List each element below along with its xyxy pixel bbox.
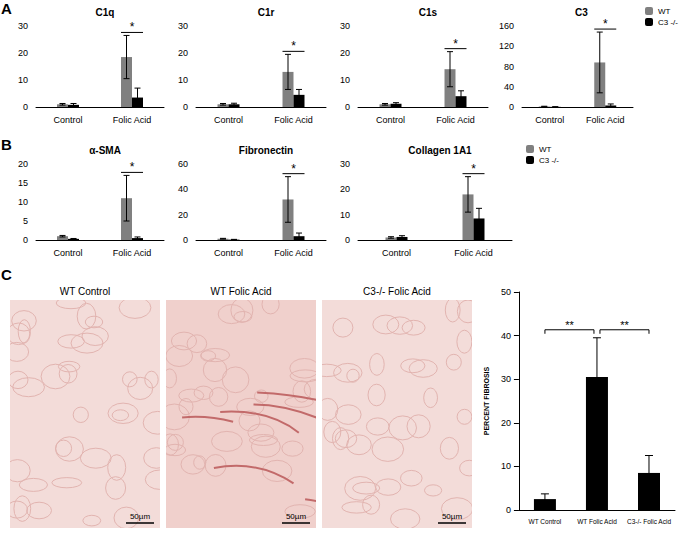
html-text:B: B	[1, 136, 12, 153]
svg-text:PERCENT FIBROSIS: PERCENT FIBROSIS	[483, 366, 490, 435]
svg-text:10: 10	[18, 75, 28, 85]
svg-text:Folic Acid: Folic Acid	[274, 248, 313, 258]
svg-text:*: *	[291, 162, 296, 176]
svg-text:*: *	[130, 20, 135, 34]
svg-text:*: *	[130, 160, 135, 174]
svg-text:40: 40	[501, 331, 511, 341]
svg-text:5: 5	[23, 216, 28, 226]
svg-text:50: 50	[501, 287, 511, 297]
svg-text:Folic Acid: Folic Acid	[113, 248, 152, 258]
svg-text:Folic Acid: Folic Acid	[113, 115, 152, 125]
svg-text:40: 40	[178, 184, 188, 194]
html-text:A: A	[1, 0, 12, 17]
svg-text:30: 30	[340, 159, 350, 169]
svg-text:30: 30	[501, 374, 511, 384]
svg-text:Fibronectin: Fibronectin	[239, 145, 293, 156]
svg-text:WT: WT	[658, 7, 671, 16]
svg-text:20: 20	[18, 48, 28, 58]
svg-text:Control: Control	[214, 115, 243, 125]
svg-text:Control: Control	[535, 115, 564, 125]
svg-text:Collagen 1A1: Collagen 1A1	[408, 145, 472, 156]
svg-text:30: 30	[18, 21, 28, 31]
html-text:C: C	[1, 266, 12, 283]
svg-text:30: 30	[178, 21, 188, 31]
svg-text:80: 80	[504, 62, 514, 72]
svg-text:C3-/- Folic Acid: C3-/- Folic Acid	[627, 518, 671, 525]
svg-text:160: 160	[499, 21, 514, 31]
svg-text:0: 0	[345, 235, 350, 245]
svg-text:50µm: 50µm	[130, 512, 151, 521]
svg-text:10: 10	[18, 197, 28, 207]
svg-text:C3 -/-: C3 -/-	[539, 156, 559, 165]
svg-text:*: *	[471, 162, 476, 176]
svg-text:20: 20	[340, 48, 350, 58]
svg-text:50µm: 50µm	[442, 512, 463, 521]
html-text:C3-/- Folic Acid: C3-/- Folic Acid	[363, 286, 431, 297]
svg-text:0: 0	[183, 102, 188, 112]
svg-text:Control: Control	[376, 115, 405, 125]
html-text:WT Control: WT Control	[59, 286, 111, 297]
svg-text:Folic Acid: Folic Acid	[274, 115, 313, 125]
svg-text:0: 0	[183, 235, 188, 245]
svg-text:WT: WT	[539, 145, 552, 154]
svg-text:*: *	[291, 39, 296, 53]
svg-text:120: 120	[499, 41, 514, 51]
svg-text:**: **	[565, 319, 574, 331]
svg-text:0: 0	[345, 102, 350, 112]
svg-text:10: 10	[178, 75, 188, 85]
svg-text:0: 0	[23, 235, 28, 245]
svg-text:20: 20	[501, 418, 511, 428]
svg-text:60: 60	[178, 159, 188, 169]
svg-text:50µm: 50µm	[286, 512, 307, 521]
svg-text:30: 30	[340, 21, 350, 31]
svg-text:Control: Control	[53, 115, 82, 125]
svg-text:0: 0	[506, 505, 511, 515]
svg-text:C3: C3	[575, 7, 588, 18]
svg-text:15: 15	[18, 178, 28, 188]
svg-text:C3 -/-: C3 -/-	[658, 18, 678, 27]
svg-text:Control: Control	[214, 248, 243, 258]
svg-text:Folic Acid: Folic Acid	[454, 248, 493, 258]
svg-text:WT Folic Acid: WT Folic Acid	[577, 518, 617, 525]
svg-text:20: 20	[18, 159, 28, 169]
svg-text:C1s: C1s	[419, 7, 438, 18]
svg-text:Folic Acid: Folic Acid	[586, 115, 625, 125]
html-text:WT Folic Acid: WT Folic Acid	[210, 286, 272, 297]
svg-text:WT Control: WT Control	[529, 518, 562, 525]
svg-text:10: 10	[340, 75, 350, 85]
svg-text:40: 40	[504, 82, 514, 92]
svg-text:0: 0	[509, 102, 514, 112]
svg-text:**: **	[620, 319, 629, 331]
svg-text:20: 20	[178, 48, 188, 58]
svg-text:10: 10	[501, 461, 511, 471]
svg-text:C1q: C1q	[96, 7, 115, 18]
svg-text:10: 10	[340, 210, 350, 220]
svg-text:20: 20	[340, 184, 350, 194]
svg-text:Control: Control	[382, 248, 411, 258]
svg-text:0: 0	[23, 102, 28, 112]
svg-text:Folic Acid: Folic Acid	[436, 115, 475, 125]
svg-text:α-SMA: α-SMA	[89, 145, 121, 156]
svg-text:*: *	[603, 17, 608, 31]
svg-text:C1r: C1r	[258, 7, 275, 18]
svg-text:*: *	[453, 37, 458, 51]
svg-text:Control: Control	[53, 248, 82, 258]
svg-text:20: 20	[178, 210, 188, 220]
